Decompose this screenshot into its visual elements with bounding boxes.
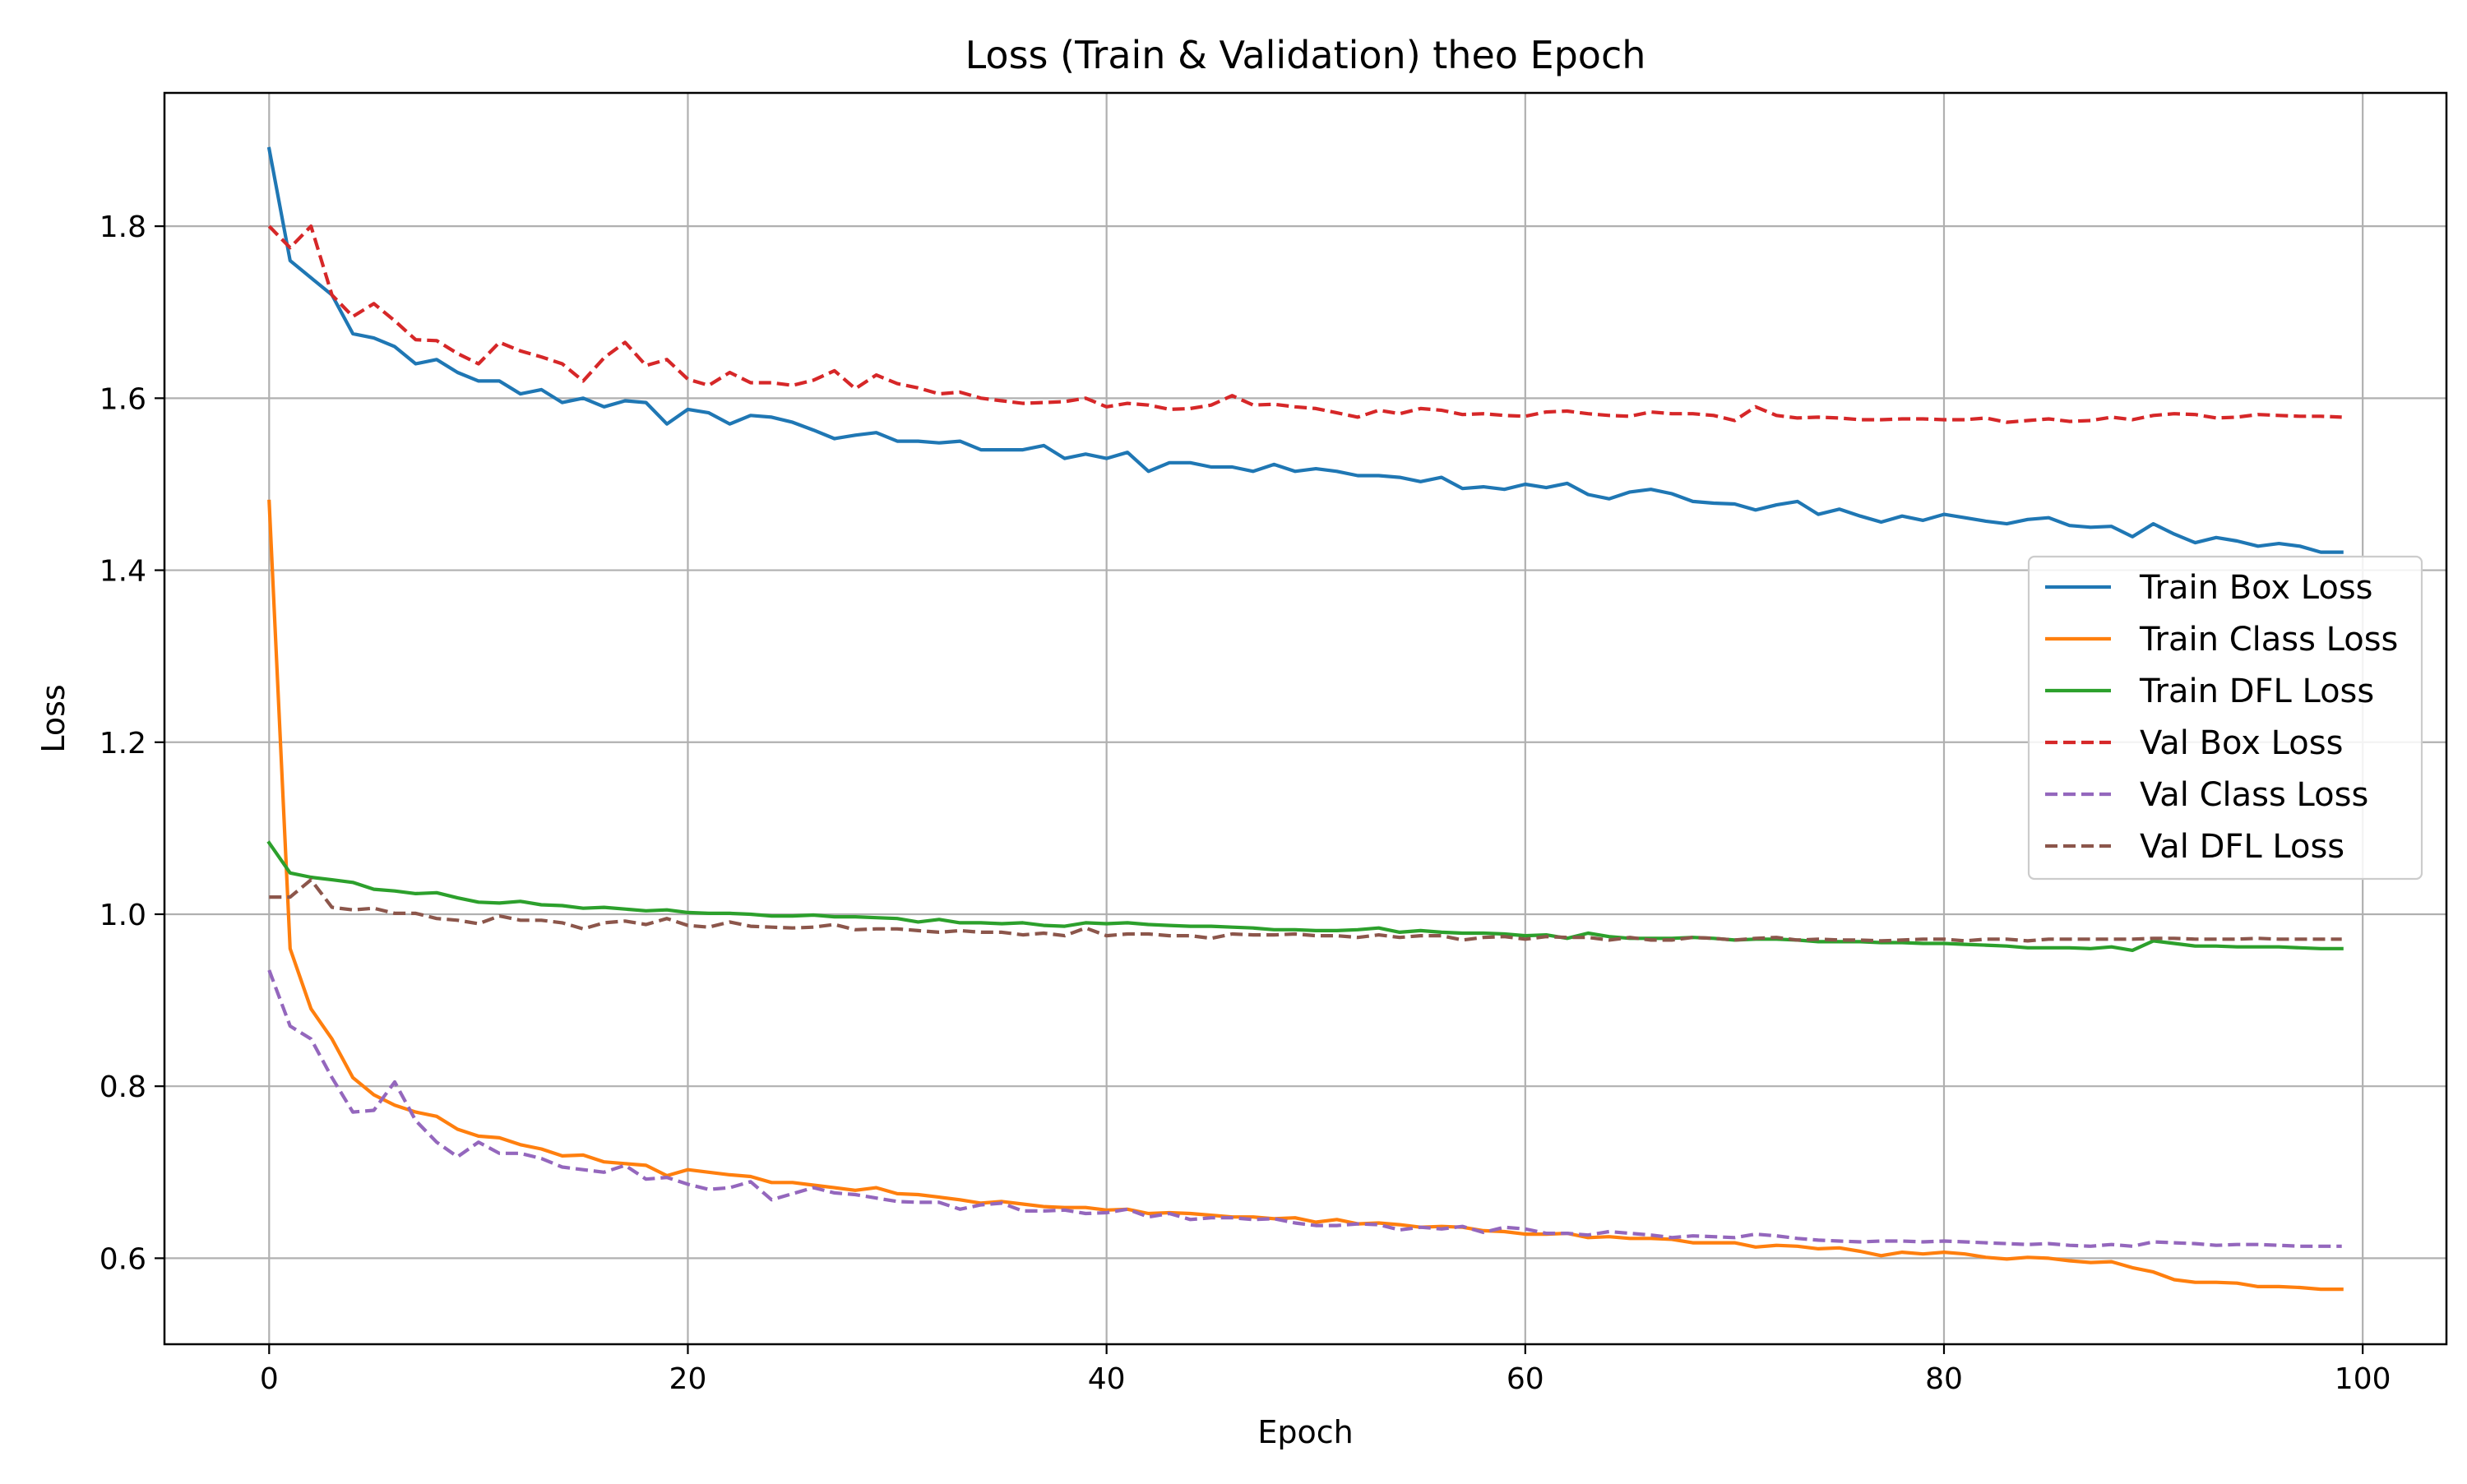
- legend-label: Val Box Loss: [2140, 724, 2343, 762]
- series-line-train-dfl-loss: [266, 840, 2344, 953]
- series-line-val-dfl-loss: [269, 877, 2342, 943]
- y-tick-label: 1.0: [100, 899, 146, 932]
- y-tick-label: 0.8: [100, 1070, 146, 1104]
- legend-label: Val Class Loss: [2140, 776, 2368, 814]
- series-line-train-class-loss: [267, 499, 2344, 1292]
- x-axis-label: Epoch: [1257, 1414, 1353, 1450]
- y-tick-label: 1.8: [100, 210, 146, 244]
- x-tick-label: 40: [1088, 1362, 1126, 1396]
- plot-frame: [163, 91, 2448, 1346]
- series-lines: [266, 146, 2344, 1292]
- legend-label: Val DFL Loss: [2140, 828, 2344, 866]
- y-tick-label: 1.2: [100, 727, 146, 760]
- x-tick-label: 20: [669, 1362, 707, 1396]
- chart-title: Loss (Train & Validation) theo Epoch: [965, 33, 1646, 77]
- series-line-val-class-loss: [267, 969, 2342, 1248]
- x-tick-label: 60: [1507, 1362, 1544, 1396]
- legend-label: Train Box Loss: [2139, 569, 2373, 607]
- y-tick-label: 1.4: [100, 555, 146, 589]
- legend-label: Train Class Loss: [2139, 621, 2398, 659]
- x-tick-label: 0: [260, 1362, 279, 1396]
- legend-label: Train DFL Loss: [2139, 673, 2374, 710]
- x-tick-label: 80: [1925, 1362, 1963, 1396]
- x-tick-label: 100: [2335, 1362, 2391, 1396]
- legend: Train Box Loss Train Class Loss Train DFL …: [2027, 555, 2423, 881]
- axis-ticks: 0 20 40 60 80 100 0.6 0.8 1.0 1.2 1.4 1.6 1.8: [100, 210, 2391, 1396]
- y-tick-label: 0.6: [100, 1242, 146, 1276]
- y-tick-label: 1.6: [100, 382, 146, 416]
- series-line-val-box-loss: [267, 224, 2342, 424]
- y-axis-label: Loss: [35, 684, 72, 752]
- series-line-train-box-loss: [266, 146, 2344, 554]
- legend-box: [2027, 555, 2423, 881]
